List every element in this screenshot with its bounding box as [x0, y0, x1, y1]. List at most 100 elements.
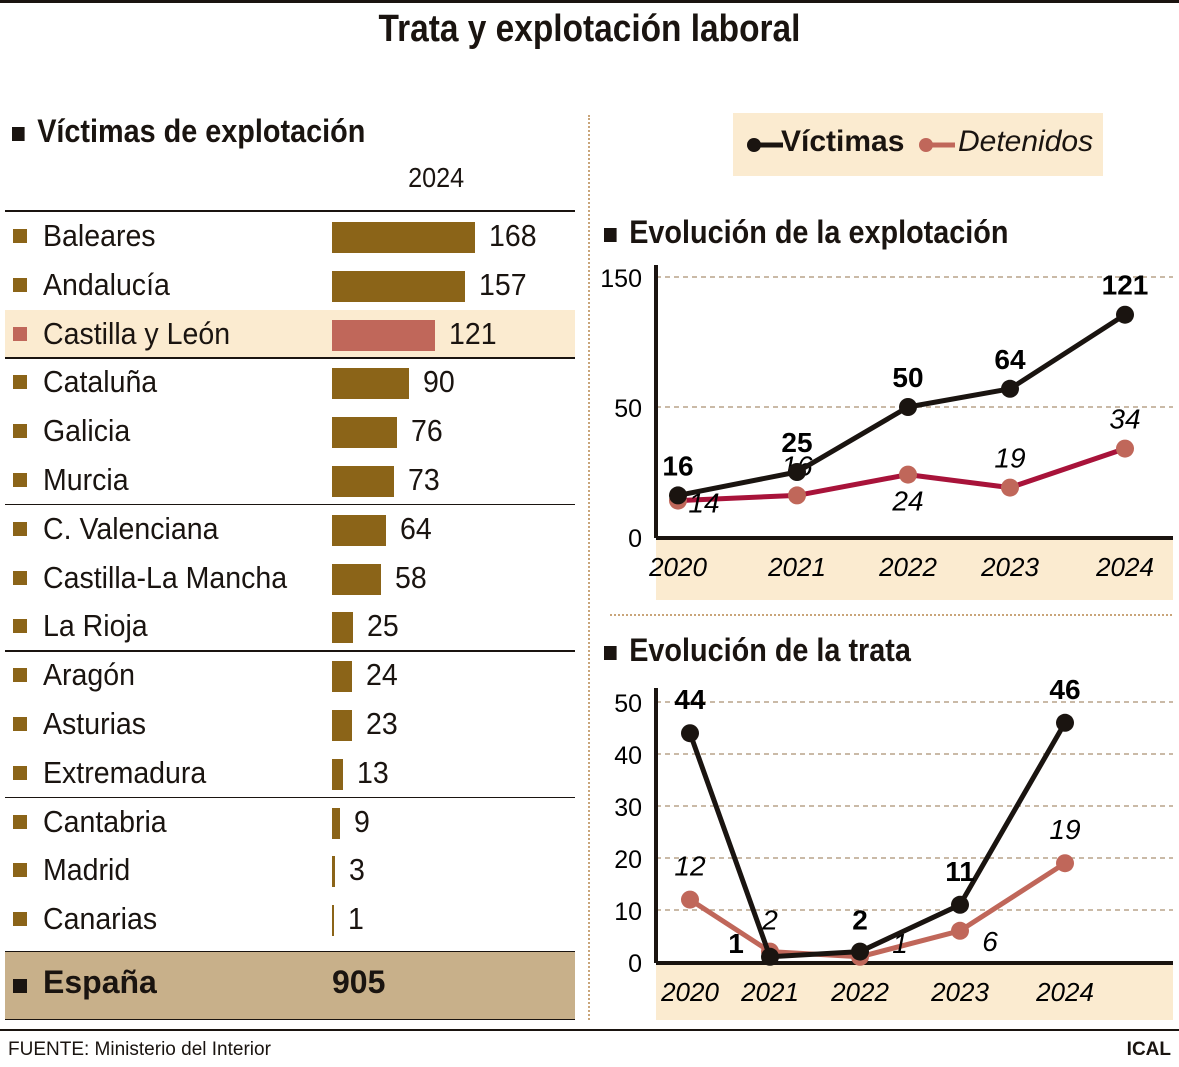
arrested-data-label: 19: [1049, 814, 1080, 845]
legend: Víctimas Detenidos: [733, 113, 1103, 176]
victims-line: [687, 721, 1068, 960]
value-bar: [332, 612, 354, 644]
region-name: Extremadura: [43, 754, 207, 790]
row-divider: [5, 796, 575, 799]
arrested-data-label: 2: [761, 905, 778, 936]
square-bullet-icon: [13, 229, 27, 243]
square-bullet-icon: [13, 570, 27, 585]
row-divider: [5, 210, 575, 212]
region-value: 157: [479, 266, 528, 302]
region-name: Aragón: [43, 657, 135, 693]
victims-data-label: 121: [1102, 270, 1149, 301]
brand-logo: ICAL: [1126, 1039, 1171, 1060]
y-tick-label: 0: [628, 525, 642, 553]
region-name: Castilla y León: [43, 315, 231, 351]
year-label: 2024: [408, 162, 465, 193]
arrested-data-label: 24: [891, 486, 923, 517]
value-bar: [332, 563, 382, 595]
region-value: 90: [422, 364, 455, 400]
y-tick-label: 30: [614, 794, 642, 822]
x-tick-label: 2022: [830, 977, 889, 1007]
table-row: Madrid 3: [5, 846, 575, 894]
square-bullet-icon: [604, 645, 617, 660]
legend-arrested: Detenidos: [958, 125, 1094, 158]
bottom-rule: [0, 1029, 1179, 1031]
exploitation-chart: 0501502020202120222023202414162419341625…: [600, 265, 1173, 600]
table-row: Canarias 1: [5, 895, 575, 943]
victims-point: [788, 463, 806, 481]
y-tick-label: 0: [628, 950, 642, 978]
region-value: 73: [408, 462, 440, 497]
arrested-legend-icon: [919, 138, 955, 152]
table-row: Extremadura 13: [5, 749, 575, 797]
table-row: Castilla-La Mancha 58: [5, 554, 575, 602]
region-name: Madrid: [43, 852, 131, 888]
table-row: Cataluña 90: [5, 358, 575, 406]
row-divider: [5, 357, 575, 359]
region-name: Galicia: [43, 413, 131, 449]
region-name: Cantabria: [43, 803, 167, 839]
victims-legend-icon: [747, 138, 783, 152]
value-bar: [332, 319, 435, 351]
region-value: 58: [395, 559, 428, 595]
value-bar: [332, 661, 353, 693]
value-bar: [332, 758, 344, 790]
top-rule: [0, 0, 1179, 3]
page-title: Trata y explotación laboral: [378, 8, 801, 50]
square-bullet-icon: [604, 227, 617, 242]
region-value: 1: [347, 901, 364, 937]
square-bullet-icon: [13, 765, 27, 780]
y-tick-label: 40: [614, 742, 642, 770]
y-tick-label: 50: [614, 395, 642, 423]
square-bullet-icon: [13, 326, 27, 341]
victims-data-label: 64: [994, 344, 1026, 375]
arrested-point: [1116, 439, 1134, 458]
square-bullet-icon: [13, 863, 27, 878]
region-value: 121: [448, 315, 497, 351]
row-divider: [5, 650, 575, 652]
square-bullet-icon: [13, 277, 27, 292]
region-value: 23: [365, 706, 398, 741]
square-bullet-icon: [13, 619, 27, 634]
table-row: Galicia 76: [5, 407, 575, 455]
x-tick-label: 2023: [980, 552, 1039, 582]
x-tick-label: 2022: [878, 552, 937, 582]
x-tick-label: 2023: [930, 977, 989, 1007]
region-value: 3: [348, 852, 365, 888]
x-tick-label: 2024: [1095, 552, 1154, 582]
region-name: Castilla-La Mancha: [43, 559, 288, 595]
value-bar: [332, 222, 475, 253]
value-bar: [332, 905, 334, 937]
region-value: 76: [410, 413, 443, 449]
square-bullet-icon: [13, 912, 27, 927]
region-value: 64: [400, 510, 433, 546]
left-heading-text: Víctimas de explotación: [37, 113, 366, 149]
chart2-title: Evolución de la trata: [629, 632, 911, 668]
victims-data-label: 50: [892, 362, 923, 393]
arrested-data-label: 6: [982, 926, 998, 957]
value-bar: [332, 514, 387, 546]
y-tick-label: 50: [614, 690, 642, 718]
victims-point: [1056, 713, 1074, 732]
victims-point: [899, 398, 917, 416]
value-bar: [332, 368, 409, 400]
arrested-point: [899, 465, 917, 484]
value-bar: [332, 807, 340, 839]
y-tick-label: 20: [614, 846, 642, 874]
square-bullet-icon: [13, 668, 27, 683]
victims-data-label: 44: [674, 684, 706, 715]
victims-point: [761, 947, 779, 966]
row-divider: [5, 503, 575, 506]
x-tick-label: 2020: [648, 552, 707, 582]
region-name: Cataluña: [43, 364, 158, 400]
left-heading: Víctimas de explotación: [12, 113, 365, 150]
table-row: Castilla y León 121: [5, 309, 575, 358]
table-row: C. Valenciana 64: [5, 505, 575, 553]
y-tick-label: 10: [614, 898, 642, 926]
region-value: 25: [367, 608, 399, 644]
arrested-point: [1056, 854, 1074, 873]
arrested-data-label: 19: [994, 443, 1025, 474]
source-note: FUENTE: Ministerio del Interior: [8, 1039, 271, 1060]
